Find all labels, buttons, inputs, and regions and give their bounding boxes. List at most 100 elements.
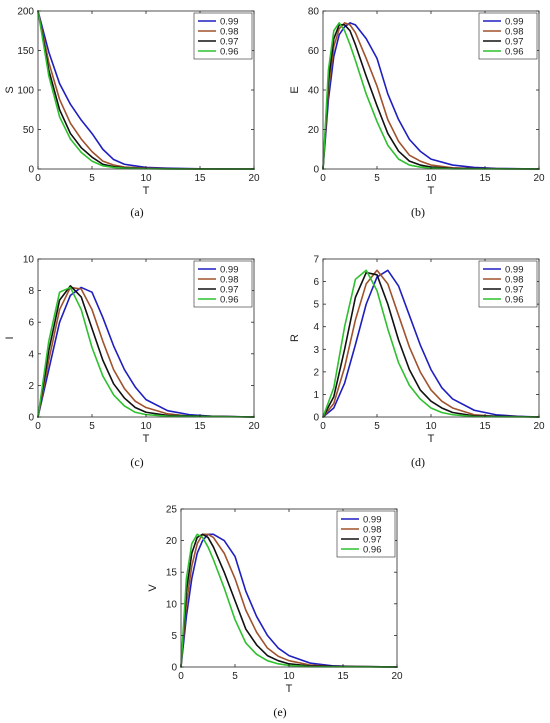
legend-label: 0.96 <box>505 46 524 57</box>
legend-label: 0.99 <box>220 264 239 275</box>
legend-label: 0.97 <box>220 284 239 295</box>
x-tick-label: 20 <box>533 421 545 432</box>
y-tick-label: 100 <box>17 86 34 97</box>
x-tick-label: 15 <box>479 421 491 432</box>
x-axis-label: T <box>143 185 150 197</box>
y-tick-label: 20 <box>166 536 178 547</box>
series-line-0-99 <box>322 269 540 418</box>
series-line-0-97 <box>322 271 540 418</box>
legend-label: 0.98 <box>220 274 239 285</box>
panel-caption: (c) <box>130 455 143 469</box>
y-tick-label: 3 <box>313 345 319 356</box>
x-tick-label: 15 <box>337 671 349 682</box>
x-tick-label: 20 <box>248 421 260 432</box>
x-tick-label: 10 <box>425 173 437 184</box>
legend-label: 0.96 <box>220 46 239 57</box>
y-axis-label: S <box>4 86 16 93</box>
legend-label: 0.98 <box>505 26 524 37</box>
y-axis-label: I <box>4 336 16 339</box>
x-tick-label: 10 <box>425 421 437 432</box>
x-axis-label: T <box>143 433 150 445</box>
x-tick-label: 5 <box>89 173 95 184</box>
y-tick-label: 0 <box>313 165 319 176</box>
legend: 0.990.980.970.96 <box>193 260 253 308</box>
legend-label: 0.96 <box>363 544 382 555</box>
y-tick-label: 0 <box>28 165 34 176</box>
y-tick-label: 0 <box>313 413 319 424</box>
legend-label: 0.99 <box>220 16 239 27</box>
series-lines <box>322 22 540 170</box>
series-lines <box>322 269 540 418</box>
x-tick-label: 10 <box>140 173 152 184</box>
series-line-0-97 <box>37 285 255 418</box>
legend-label: 0.99 <box>505 16 524 27</box>
x-tick-label: 20 <box>533 173 545 184</box>
series-line-0-98 <box>322 22 540 170</box>
y-tick-label: 20 <box>308 125 320 136</box>
x-tick-label: 5 <box>374 421 380 432</box>
series-line-0-96 <box>322 22 540 170</box>
y-tick-label: 2 <box>28 381 34 392</box>
x-tick-label: 5 <box>232 671 238 682</box>
legend-label: 0.97 <box>505 36 524 47</box>
series-line-0-99 <box>180 533 398 668</box>
panel-caption: (a) <box>130 205 143 219</box>
y-tick-label: 4 <box>313 322 319 333</box>
chart-panel-b: 0 5 10 15 20 0 20 40 60 80 T E 0.990.980.970.96 (b) <box>289 7 545 220</box>
y-tick-label: 80 <box>308 7 320 18</box>
series-line-0-97 <box>322 24 540 170</box>
y-tick-label: 0 <box>171 663 177 674</box>
x-tick-label: 0 <box>320 173 326 184</box>
y-tick-label: 6 <box>28 318 34 329</box>
x-tick-label: 15 <box>194 421 206 432</box>
series-line-0-98 <box>37 286 255 418</box>
panel-caption: (b) <box>411 205 425 219</box>
series-line-0-98 <box>322 269 540 418</box>
x-tick-label: 15 <box>479 173 491 184</box>
y-tick-label: 150 <box>17 46 34 57</box>
series-line-0-99 <box>37 286 255 418</box>
legend-label: 0.98 <box>220 26 239 37</box>
legend-label: 0.97 <box>505 284 524 295</box>
y-tick-label: 40 <box>308 86 320 97</box>
chart-panel-d: 0 5 10 15 20 0 1 2 3 4 5 6 7 T R 0.990.980.970.96 (d) <box>289 255 545 470</box>
legend: 0.990.980.970.96 <box>478 260 538 308</box>
x-tick-label: 5 <box>374 173 380 184</box>
legend-label: 0.96 <box>220 294 239 305</box>
x-tick-label: 0 <box>35 421 41 432</box>
legend-label: 0.98 <box>505 274 524 285</box>
legend: 0.990.980.970.96 <box>193 12 253 60</box>
x-tick-label: 20 <box>391 671 403 682</box>
x-tick-label: 0 <box>320 421 326 432</box>
y-tick-label: 1 <box>313 390 319 401</box>
legend-label: 0.96 <box>505 294 524 305</box>
chart-panel-a: 0 5 10 15 20050100150200TS0.990.980.970.96(a… <box>4 7 260 220</box>
y-tick-label: 25 <box>166 505 178 516</box>
y-tick-label: 60 <box>308 46 320 57</box>
series-line-0-97 <box>180 533 398 668</box>
y-tick-label: 2 <box>313 367 319 378</box>
x-tick-label: 0 <box>35 173 41 184</box>
y-axis-label: V <box>147 584 159 592</box>
x-axis-label: T <box>428 185 435 197</box>
y-tick-label: 4 <box>28 349 34 360</box>
legend-label: 0.97 <box>220 36 239 47</box>
x-tick-label: 15 <box>194 173 206 184</box>
x-tick-label: 5 <box>89 421 95 432</box>
x-axis-label: T <box>428 433 435 445</box>
series-lines <box>180 533 398 668</box>
legend-label: 0.99 <box>363 514 382 525</box>
chart-panel-e: 0 5 10 15 20 0 5 10 15 20 25 T V 0.990.980.970.96 (e) <box>147 505 403 720</box>
y-tick-label: 10 <box>23 255 35 266</box>
y-tick-label: 5 <box>171 631 177 642</box>
legend-label: 0.98 <box>363 524 382 535</box>
series-line-0-98 <box>180 533 398 668</box>
series-line-0-99 <box>322 22 540 170</box>
panel-caption: (d) <box>411 455 425 469</box>
y-tick-label: 10 <box>166 599 178 610</box>
y-tick-label: 50 <box>23 125 35 136</box>
x-tick-label: 0 <box>178 671 184 682</box>
y-tick-label: 5 <box>313 300 319 311</box>
